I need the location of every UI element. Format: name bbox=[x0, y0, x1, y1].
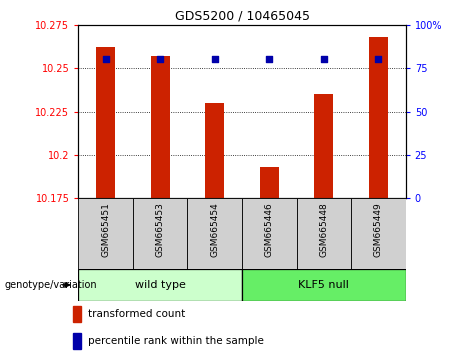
Bar bbox=[96, 47, 115, 198]
Bar bbox=[73, 333, 81, 349]
Text: GSM665453: GSM665453 bbox=[156, 202, 165, 257]
Text: GSM665449: GSM665449 bbox=[374, 202, 383, 257]
Text: GSM665454: GSM665454 bbox=[210, 202, 219, 257]
Point bbox=[320, 57, 327, 62]
Bar bbox=[78, 269, 242, 301]
Bar bbox=[78, 198, 133, 269]
Bar bbox=[351, 198, 406, 269]
Point bbox=[375, 57, 382, 62]
Text: GSM665446: GSM665446 bbox=[265, 202, 274, 257]
Text: transformed count: transformed count bbox=[88, 309, 185, 319]
Text: genotype/variation: genotype/variation bbox=[5, 280, 97, 290]
Point bbox=[157, 57, 164, 62]
Point bbox=[102, 57, 109, 62]
Bar bbox=[205, 103, 225, 198]
Bar bbox=[151, 56, 170, 198]
Bar bbox=[133, 198, 188, 269]
Text: KLF5 null: KLF5 null bbox=[298, 280, 349, 290]
Bar bbox=[242, 198, 296, 269]
Point bbox=[211, 57, 219, 62]
Bar bbox=[369, 37, 388, 198]
Text: percentile rank within the sample: percentile rank within the sample bbox=[88, 336, 264, 346]
Bar bbox=[260, 167, 279, 198]
Bar bbox=[314, 94, 333, 198]
Bar bbox=[73, 306, 81, 322]
Point bbox=[266, 57, 273, 62]
Text: GSM665448: GSM665448 bbox=[319, 202, 328, 257]
Bar bbox=[296, 198, 351, 269]
Bar bbox=[188, 198, 242, 269]
Title: GDS5200 / 10465045: GDS5200 / 10465045 bbox=[175, 9, 309, 22]
Text: wild type: wild type bbox=[135, 280, 186, 290]
Text: GSM665451: GSM665451 bbox=[101, 202, 110, 257]
Bar bbox=[242, 269, 406, 301]
